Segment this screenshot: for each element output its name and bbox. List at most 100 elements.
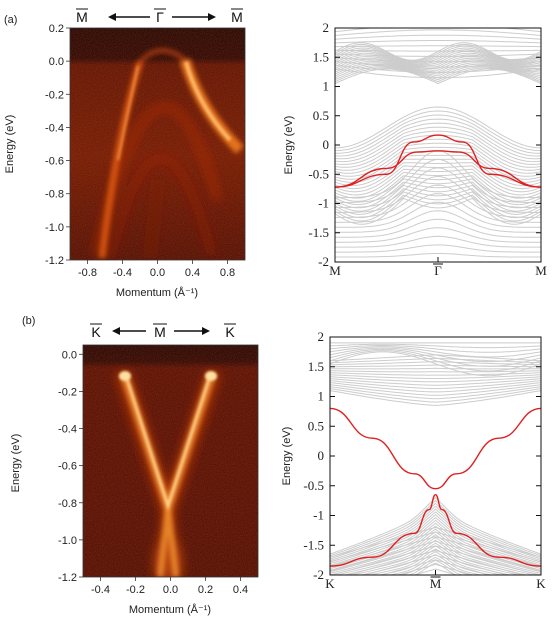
bulk-band-line	[330, 345, 541, 353]
bulk-band-line	[330, 522, 541, 570]
bulk-band-line	[335, 66, 541, 81]
kpath-a-left: M	[76, 9, 88, 25]
y-tick-label: -1	[318, 196, 329, 211]
bands-b-axes: 21.510.50-0.5-1-1.5-2K M K	[303, 329, 546, 591]
arpes-b-kpath: K M K	[90, 323, 236, 340]
y-tick-label: 1	[323, 79, 330, 94]
bulk-band-line	[398, 556, 473, 575]
arpes-b-ylabel: Energy (eV)	[10, 434, 22, 493]
y-tick-label: 1.5	[313, 49, 329, 64]
bulk-band-line	[335, 57, 541, 69]
bulk-band-line	[335, 218, 541, 238]
bulk-band-line	[335, 45, 541, 63]
bulk-band-line	[335, 45, 541, 48]
x-tick-label: Γ	[434, 263, 442, 278]
bulk-band-line	[335, 175, 541, 213]
arpes-a-ylabel: Energy (eV)	[4, 115, 16, 174]
surface-state-band	[330, 493, 541, 567]
bulk-band-line	[335, 64, 541, 73]
bulk-band-line	[330, 370, 541, 373]
x-tick-label: M	[430, 576, 442, 591]
y-tick-label: -1.2	[58, 572, 77, 584]
bulk-band-line	[330, 496, 541, 555]
arpes-a-plot: M Γ M -0.8 -0.4 0.0 0.4 0.80.20.0-0.2-0.4-0.…	[4, 8, 246, 299]
y-tick-label: 0.0	[49, 56, 64, 68]
bands-b-plot: 21.510.50-0.5-1-1.5-2K M K Energy (eV)	[281, 329, 546, 591]
bulk-band-line	[335, 201, 541, 228]
bulk-band-line	[414, 562, 457, 575]
bulk-band-line	[335, 184, 541, 212]
bulk-band-line	[335, 158, 541, 204]
bulk-band-line	[335, 138, 541, 171]
y-tick-label: 1.5	[308, 359, 324, 374]
bulk-band-line	[335, 175, 541, 202]
x-tick-label: -0.4	[91, 584, 110, 596]
bulk-band-line	[335, 57, 541, 63]
x-tick-label: 0.8	[220, 267, 235, 279]
surface-state-band	[330, 407, 541, 490]
y-tick-label: 2	[318, 329, 325, 344]
x-tick-label: K	[325, 576, 335, 591]
bulk-band-line	[330, 378, 541, 386]
arpes-a-axes: -0.8 -0.4 0.0 0.4 0.8 0.2 0.0 -0.2 -0.4 -0.6 -0.8 -…	[45, 23, 235, 279]
bulk-band-line	[335, 162, 541, 190]
y-tick-label: -2	[318, 254, 329, 269]
y-tick-label: 0.5	[308, 418, 324, 433]
bulk-band-line	[335, 194, 541, 222]
bulk-band-line	[377, 551, 494, 575]
y-tick-label: -0.4	[45, 122, 64, 134]
bulk-band-line	[335, 61, 541, 68]
y-tick-label: -1.2	[45, 255, 64, 267]
bulk-band-line	[335, 114, 541, 154]
bands-a-ylabel: Energy (eV)	[283, 116, 295, 175]
x-tick-label: M	[535, 263, 547, 278]
bulk-band-line	[335, 184, 541, 218]
y-tick-label: -0.5	[303, 478, 324, 493]
bulk-band-line	[335, 122, 541, 160]
x-tick-label: -0.8	[78, 267, 97, 279]
y-tick-label: 0.5	[313, 108, 329, 123]
bulk-band-line	[396, 563, 475, 575]
bulk-band-line	[330, 347, 541, 363]
bulk-band-line	[335, 47, 541, 64]
bulk-band-line	[330, 348, 541, 367]
bulk-band-line	[335, 62, 541, 75]
x-tick-label: K	[536, 576, 546, 591]
y-tick-label: -1	[313, 508, 324, 523]
bulk-band-line	[330, 390, 541, 406]
y-tick-label: -0.8	[58, 498, 77, 510]
kpath-a-center: Γ	[156, 9, 164, 25]
bulk-band-line	[330, 384, 541, 396]
bulk-band-line	[330, 511, 541, 563]
x-tick-label: 0.0	[163, 584, 178, 596]
bulk-band-line	[330, 536, 541, 567]
bulk-band-line	[330, 540, 541, 572]
bulk-band-line	[330, 386, 541, 400]
x-tick-label: -0.2	[126, 584, 145, 596]
bulk-band-line	[330, 531, 541, 563]
arpes-b-axes: -0.4 -0.2 0.0 0.2 0.4 0.0 -0.2 -0.4 -0.6 -0.8 -1.0…	[58, 349, 248, 596]
bulk-band-line	[335, 142, 541, 174]
bulk-band-line	[335, 167, 541, 208]
bulk-band-line	[335, 110, 541, 152]
bulk-band-line	[335, 34, 541, 40]
bulk-band-line	[335, 49, 541, 52]
y-tick-label: -0.6	[58, 461, 77, 473]
arpes-a-kpath: M Γ M	[76, 8, 243, 25]
x-tick-label: 0.0	[150, 267, 165, 279]
bulk-band-line	[335, 68, 541, 79]
bulk-band-line	[330, 343, 541, 349]
bulk-band-line	[330, 525, 541, 571]
kpath-a-right: M	[231, 9, 243, 25]
bulk-band-line	[335, 53, 541, 58]
bands-a-axes: 21.510.50-0.5-1-1.5-2M Γ M	[308, 20, 547, 278]
bulk-band-line	[387, 554, 484, 575]
bulk-band-line	[330, 351, 541, 377]
y-tick-label: -0.2	[45, 89, 64, 101]
surface-state-band	[335, 150, 541, 188]
y-tick-label: -1.0	[45, 222, 64, 234]
bands-b-surface-states	[330, 407, 541, 567]
bulk-band-line	[335, 244, 541, 253]
bands-b-ylabel: Energy (eV)	[281, 427, 293, 486]
